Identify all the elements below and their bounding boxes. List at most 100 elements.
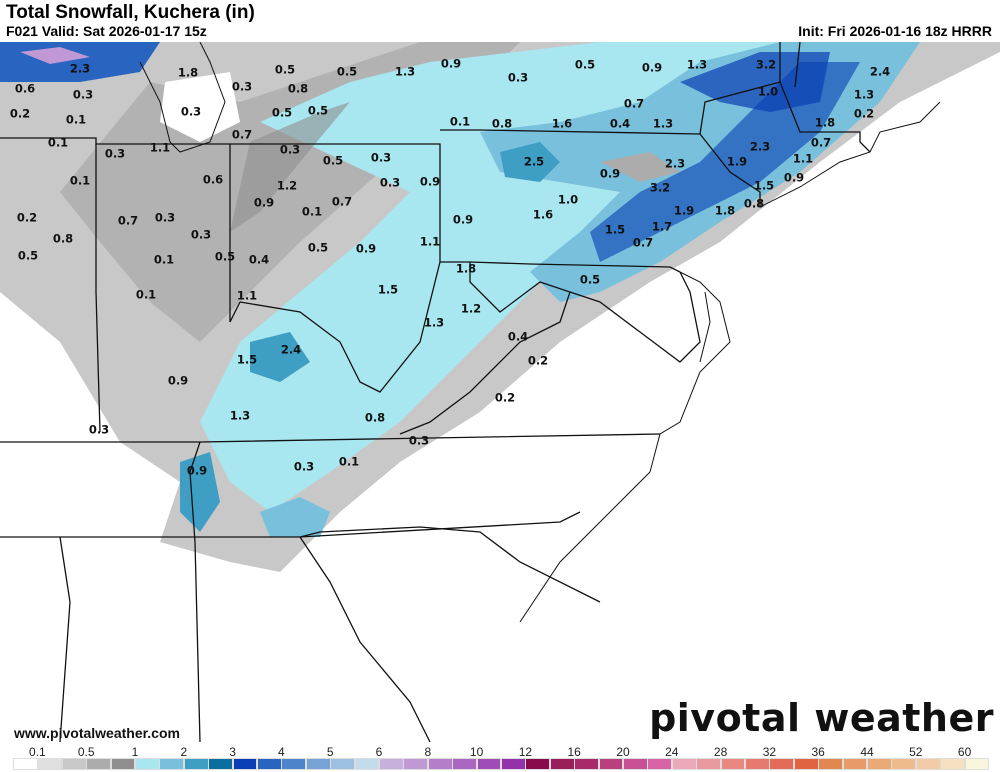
snowfall-value-label: 0.5: [575, 58, 595, 72]
legend-swatch: [793, 758, 819, 770]
snowfall-value-label: 0.9: [420, 175, 440, 189]
snowfall-value-label: 1.3: [424, 316, 444, 330]
snowfall-value-label: 0.5: [323, 154, 343, 168]
snowfall-value-label: 1.1: [237, 289, 257, 303]
snowfall-value-label: 1.3: [687, 58, 707, 72]
snowfall-value-label: 0.5: [272, 106, 292, 120]
snowfall-value-label: 2.4: [870, 65, 890, 79]
snowfall-map[interactable]: 2.3 1.8 0.5 0.5 1.30.6 0.30.3 0.80.2 0.10.3 0.5 0…: [0, 42, 1000, 742]
legend-swatch: [915, 758, 941, 770]
legend-swatch: [208, 758, 234, 770]
legend-swatch: [598, 758, 624, 770]
legend-swatch: [940, 758, 966, 770]
snowfall-value-label: 0.7: [232, 128, 252, 142]
legend-tick-label: 3: [229, 745, 236, 759]
legend-swatch: [720, 758, 746, 770]
snowfall-value-label: 0.1: [302, 205, 322, 219]
snowfall-value-label: 0.7: [624, 97, 644, 111]
legend-swatch: [159, 758, 185, 770]
legend-swatch: [354, 758, 380, 770]
snowfall-value-label: 1.7: [652, 220, 672, 234]
snowfall-value-label: 0.8: [53, 232, 73, 246]
snowfall-value-label: 0.8: [365, 411, 385, 425]
snowfall-value-label: 2.5: [524, 155, 544, 169]
snowfall-value-label: 0.9: [187, 464, 207, 478]
legend-swatch: [379, 758, 404, 770]
snowfall-value-label: 3.2: [650, 181, 670, 195]
pivotal-weather-logo: pivotal weather: [649, 696, 994, 740]
legend-swatch: [257, 758, 282, 770]
snowfall-value-label: 0.3: [89, 423, 109, 437]
map-title: Total Snowfall, Kuchera (in): [6, 2, 255, 23]
snowfall-value-label: 0.5: [215, 250, 235, 264]
website-url[interactable]: www.pivotalweather.com: [14, 725, 180, 741]
snowfall-value-label: 0.8: [288, 82, 308, 96]
snowfall-value-label: 1.8: [456, 262, 476, 276]
legend-swatch: [427, 758, 453, 770]
init-time: Init: Fri 2026-01-16 18z HRRR: [798, 23, 992, 39]
legend-swatch: [964, 758, 990, 770]
snowfall-value-label: 0.8: [744, 197, 764, 211]
snowfall-value-label: 0.3: [409, 434, 429, 448]
snowfall-value-label: 0.1: [339, 455, 359, 469]
snowfall-value-label: 0.1: [450, 115, 470, 129]
legend-swatch: [696, 758, 722, 770]
snowfall-value-label: 0.5: [18, 249, 38, 263]
snowfall-value-label: 0.4: [610, 117, 630, 131]
legend-swatch: [647, 758, 673, 770]
snowfall-value-label: 1.5: [237, 353, 257, 367]
snowfall-value-label: 1.8: [815, 116, 835, 130]
snowfall-value-label: 0.5: [308, 104, 328, 118]
snowfall-value-label: 1.3: [395, 65, 415, 79]
legend-swatch: [891, 758, 917, 770]
snowfall-value-label: 0.8: [492, 117, 512, 131]
legend-tick-label: 16: [567, 745, 581, 759]
legend-swatch: [525, 758, 551, 770]
snowfall-value-label: 0.2: [10, 107, 30, 121]
snowfall-value-label: 1.6: [552, 117, 572, 131]
legend-swatch: [135, 758, 160, 770]
snowfall-value-label: 0.9: [168, 374, 188, 388]
snowfall-value-label: 0.7: [633, 236, 653, 250]
legend-tick-label: 10: [469, 745, 484, 759]
snowfall-value-label: 0.3: [294, 460, 314, 474]
legend-tick-label: 1: [131, 745, 139, 759]
snowfall-value-label: 2.3: [665, 157, 685, 171]
legend-swatch: [110, 758, 136, 770]
legend-tick-label: 36: [811, 745, 825, 759]
legend-tick-label: 44: [860, 745, 874, 759]
legend-tick-label: 60: [957, 745, 972, 759]
legend-swatch: [842, 758, 868, 770]
legend-swatch: [501, 758, 526, 770]
snowfall-value-label: 1.1: [793, 152, 813, 166]
legend-tick-label: 0.5: [77, 745, 95, 759]
snowfall-value-label: 0.1: [136, 288, 156, 302]
snowfall-value-label: 0.9: [356, 242, 376, 256]
snowfall-value-label: 0.9: [784, 171, 804, 185]
snowfall-value-label: 0.3: [280, 143, 300, 157]
color-legend: 0.1 0.5 1 2 3 4 5 6 8 10 12 16 20 24 28 32 36 44 52 60: [0, 742, 1000, 772]
legend-swatch: [623, 758, 648, 770]
snowfall-value-label: 0.6: [203, 173, 223, 187]
snowfall-value-label: 0.2: [854, 107, 874, 121]
snowfall-value-label: 0.5: [580, 273, 600, 287]
legend-swatch: [476, 758, 502, 770]
snowfall-value-label: 0.9: [600, 167, 620, 181]
snowfall-value-label: 1.8: [715, 204, 735, 218]
snowfall-value-label: 0.2: [495, 391, 515, 405]
legend-swatch: [281, 758, 307, 770]
snowfall-value-label: 0.3: [155, 211, 175, 225]
snowfall-value-label: 0.4: [249, 253, 269, 267]
snowfall-value-label: 2.4: [281, 343, 301, 357]
snowfall-value-label: 0.3: [232, 80, 252, 94]
legend-swatch: [232, 758, 258, 770]
snowfall-value-label: 1.5: [378, 283, 398, 297]
snowfall-value-label: 1.9: [727, 155, 747, 169]
snowfall-value-label: 1.8: [178, 66, 198, 80]
legend-tick-label: 28: [713, 745, 728, 759]
snowfall-value-label: 0.5: [275, 63, 295, 77]
snowfall-value-label: 0.9: [642, 61, 662, 75]
snowfall-value-label: 1.0: [558, 193, 578, 207]
snowfall-value-label: 0.3: [105, 147, 125, 161]
snowfall-value-label: 2.3: [70, 62, 90, 76]
